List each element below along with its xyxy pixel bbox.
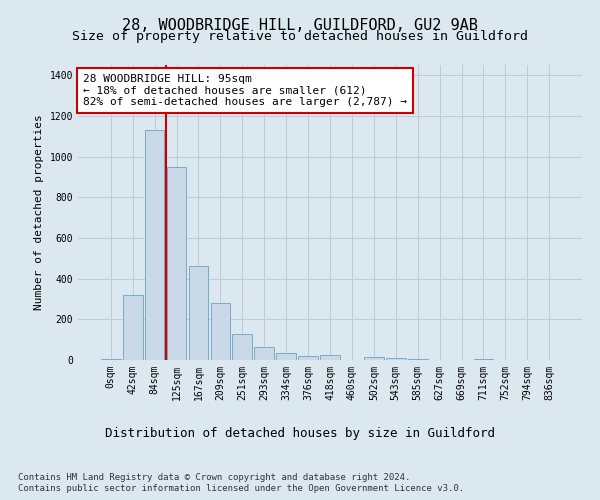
Bar (188, 266, 208, 360)
Bar (473, 359, 493, 360)
Bar (364, 357, 384, 360)
Text: 28, WOODBRIDGE HILL, GUILDFORD, GU2 9AB: 28, WOODBRIDGE HILL, GUILDFORD, GU2 9AB (122, 18, 478, 32)
Bar (386, 358, 406, 360)
Bar (101, 359, 121, 360)
Text: 28 WOODBRIDGE HILL: 95sqm
← 18% of detached houses are smaller (612)
82% of semi: 28 WOODBRIDGE HILL: 95sqm ← 18% of detac… (83, 74, 407, 107)
Bar (254, 347, 274, 360)
Bar (145, 130, 164, 360)
Bar (408, 359, 428, 360)
Bar (232, 334, 252, 360)
Text: Contains public sector information licensed under the Open Government Licence v3: Contains public sector information licen… (18, 484, 464, 493)
Bar (211, 303, 230, 360)
Bar (123, 295, 143, 360)
Bar (298, 356, 318, 360)
Bar (276, 353, 296, 360)
Y-axis label: Number of detached properties: Number of detached properties (34, 114, 44, 310)
Text: Contains HM Land Registry data © Crown copyright and database right 2024.: Contains HM Land Registry data © Crown c… (18, 472, 410, 482)
Bar (320, 355, 340, 360)
Text: Size of property relative to detached houses in Guildford: Size of property relative to detached ho… (72, 30, 528, 43)
Bar (167, 166, 187, 360)
Text: Distribution of detached houses by size in Guildford: Distribution of detached houses by size … (105, 428, 495, 440)
